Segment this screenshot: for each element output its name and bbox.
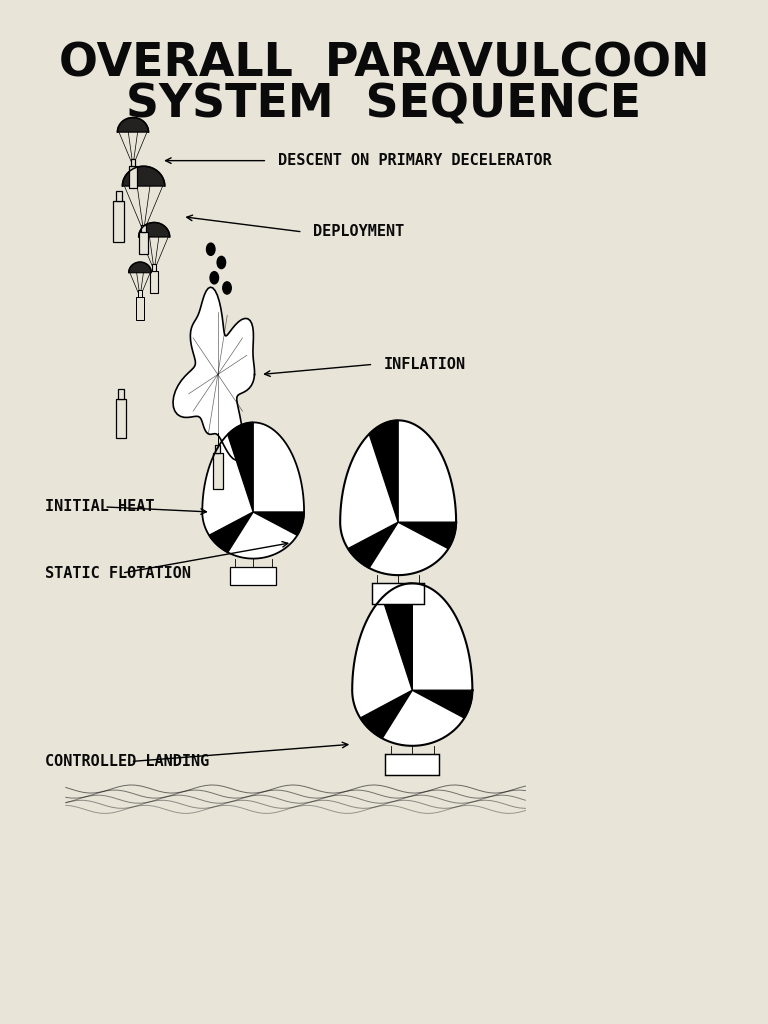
Bar: [116, 399, 126, 437]
Polygon shape: [353, 584, 472, 745]
Polygon shape: [412, 690, 472, 718]
Polygon shape: [253, 512, 304, 536]
Bar: [215, 444, 220, 454]
Bar: [139, 231, 147, 254]
Text: CONTROLLED LANDING: CONTROLLED LANDING: [45, 754, 209, 769]
Bar: [131, 159, 135, 166]
Circle shape: [217, 256, 226, 268]
Polygon shape: [138, 222, 170, 237]
Polygon shape: [369, 420, 398, 522]
Circle shape: [223, 282, 231, 294]
Polygon shape: [228, 422, 253, 512]
Circle shape: [207, 243, 215, 255]
Bar: [118, 389, 124, 399]
Bar: [116, 191, 121, 202]
Polygon shape: [173, 287, 254, 460]
Bar: [138, 291, 142, 297]
Polygon shape: [382, 584, 412, 690]
Text: OVERALL  PARAVULCOON: OVERALL PARAVULCOON: [58, 41, 710, 86]
Text: INITIAL HEAT: INITIAL HEAT: [45, 500, 154, 514]
Bar: [213, 454, 223, 489]
Polygon shape: [340, 420, 456, 575]
Bar: [230, 566, 276, 585]
Bar: [372, 584, 424, 604]
Polygon shape: [122, 166, 165, 186]
Bar: [113, 202, 124, 242]
Polygon shape: [348, 522, 398, 568]
Polygon shape: [360, 690, 412, 738]
Polygon shape: [209, 512, 253, 552]
Bar: [141, 225, 146, 231]
Text: STATIC FLOTATION: STATIC FLOTATION: [45, 565, 190, 581]
Bar: [150, 270, 158, 293]
Bar: [129, 166, 137, 188]
Polygon shape: [118, 118, 148, 132]
Text: DEPLOYMENT: DEPLOYMENT: [313, 224, 405, 240]
Polygon shape: [202, 422, 304, 559]
Bar: [136, 297, 144, 319]
Text: SYSTEM  SEQUENCE: SYSTEM SEQUENCE: [127, 82, 641, 127]
Polygon shape: [129, 262, 151, 272]
Circle shape: [210, 271, 219, 284]
Bar: [386, 754, 439, 775]
Bar: [152, 264, 157, 270]
Polygon shape: [398, 522, 456, 549]
Text: DESCENT ON PRIMARY DECELERATOR: DESCENT ON PRIMARY DECELERATOR: [278, 154, 551, 168]
Text: INFLATION: INFLATION: [384, 356, 466, 372]
